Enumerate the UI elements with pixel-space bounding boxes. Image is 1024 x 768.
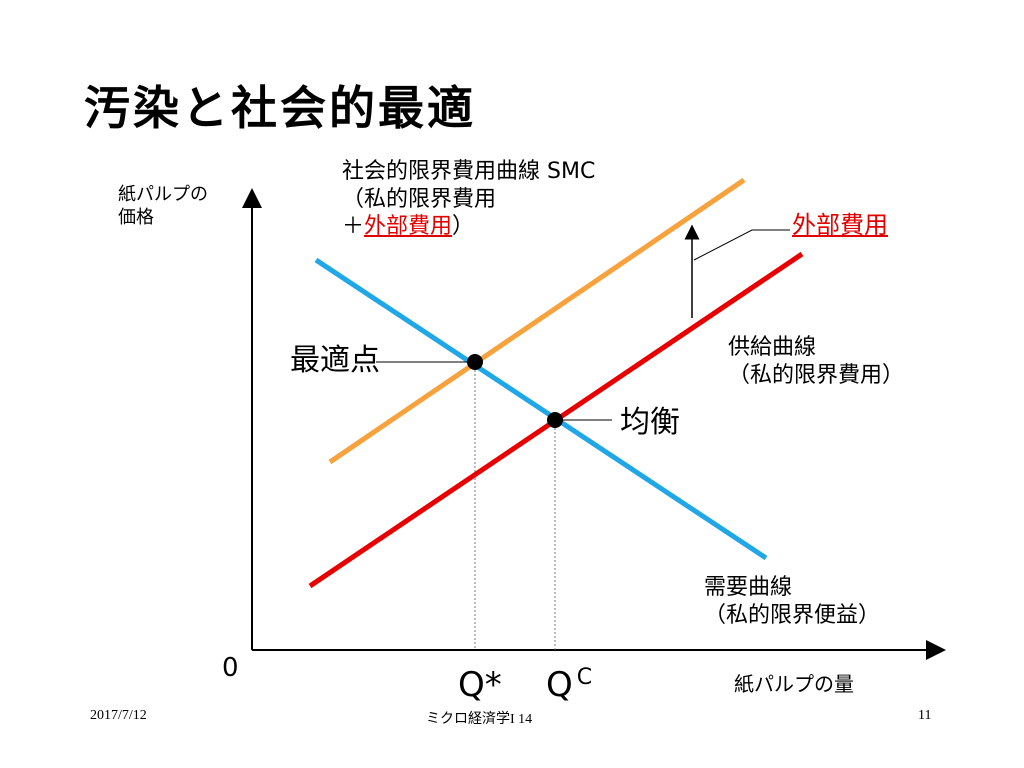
smc-plus-sign: ＋ [342, 214, 365, 239]
equilibrium-label: 均衡 [620, 405, 680, 440]
page-title: 汚染と社会的最適 [84, 81, 476, 135]
footer-course: ミクロ経済学I 14 [426, 712, 533, 727]
demand-curve [314, 257, 768, 561]
footer-date: 2017/7/12 [90, 708, 147, 723]
optimal-point-label: 最適点 [290, 343, 380, 378]
optimal-point-marker [467, 354, 483, 370]
footer-page-number: 11 [918, 708, 932, 723]
smc-curve [328, 177, 746, 465]
origin-label: 0 [222, 653, 239, 683]
supply-curve-label: 供給曲線 （私的限界費用） [728, 334, 904, 389]
q-star-label: Q* [458, 665, 502, 705]
supply-curve-label-line-1: 供給曲線 [728, 335, 817, 360]
demand-curve-label: 需要曲線 （私的限界便益） [704, 574, 880, 629]
smc-external-cost-text: 外部費用 [364, 214, 453, 239]
q-c-superscript: C [576, 665, 593, 690]
external-cost-leader-line [693, 229, 790, 261]
y-axis-label: 紙パルプの 価格 [118, 184, 208, 229]
supply-curve-label-line-2: （私的限界費用） [728, 362, 905, 388]
y-axis-label-line-1: 紙パルプの [118, 184, 208, 205]
smc-close-paren: ） [452, 214, 475, 239]
x-axis-label: 紙パルプの量 [734, 672, 854, 696]
demand-curve-label-line-2: （私的限界便益） [704, 602, 881, 628]
y-axis-label-line-2: 価格 [118, 206, 154, 228]
equilibrium-marker [547, 412, 563, 428]
smc-label-line-2: （私的限界費用 [342, 186, 497, 212]
q-c-main: Q [546, 665, 573, 705]
external-cost-label: 外部費用 [792, 211, 888, 239]
smc-label: 社会的限界費用曲線 SMC （私的限界費用 ＋外部費用） [342, 158, 595, 241]
demand-curve-label-line-1: 需要曲線 [704, 575, 793, 600]
smc-label-line-1: 社会的限界費用曲線 SMC [342, 159, 596, 184]
smc-label-line-3: ＋外部費用） [342, 213, 595, 241]
